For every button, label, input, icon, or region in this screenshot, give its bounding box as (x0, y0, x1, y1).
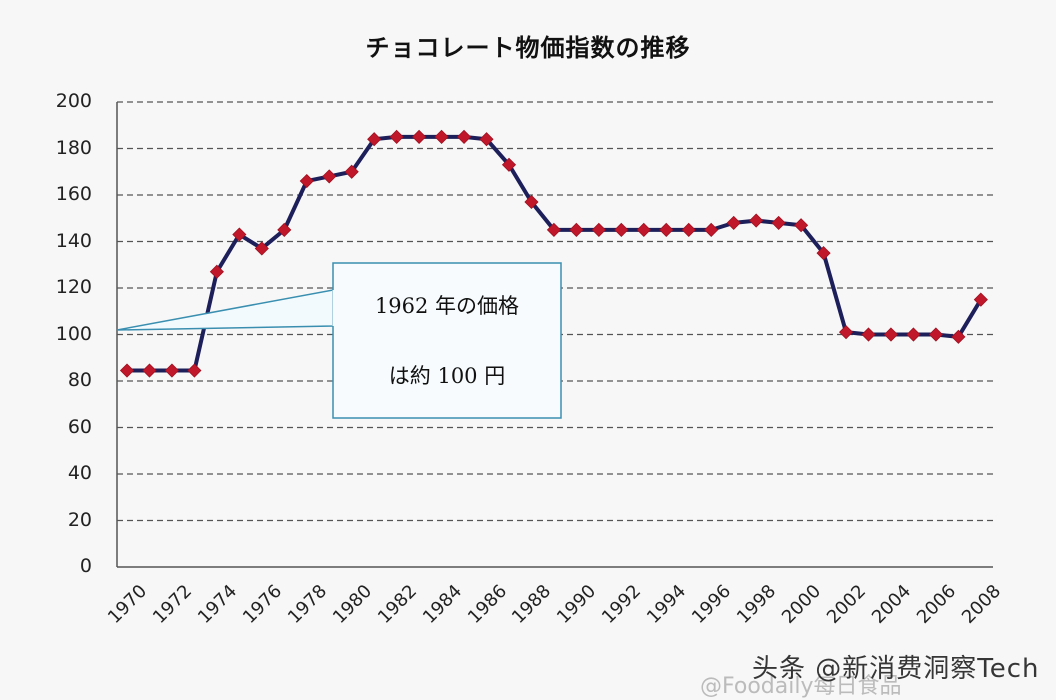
data-point-marker (254, 241, 269, 256)
y-tick-label: 140 (55, 229, 92, 252)
data-point-marker (277, 222, 292, 237)
data-point-marker (119, 363, 135, 378)
data-point-marker (838, 325, 854, 340)
y-tick-label: 80 (67, 369, 92, 391)
y-tick-label: 60 (67, 415, 92, 438)
data-point-marker (659, 222, 674, 237)
y-tick-label: 0 (79, 555, 92, 577)
data-point-marker (591, 222, 606, 237)
series-markers (119, 129, 988, 378)
data-point-marker (367, 132, 382, 147)
callout (116, 262, 562, 419)
data-point-marker (412, 129, 427, 144)
data-point-marker (209, 264, 224, 279)
data-point-marker (883, 327, 899, 342)
data-point-marker (456, 129, 472, 144)
data-point-marker (322, 169, 337, 184)
data-point-marker (434, 129, 449, 144)
data-point-marker (749, 213, 764, 228)
data-point-marker (187, 363, 202, 378)
data-point-marker (771, 215, 786, 230)
data-point-marker (389, 129, 404, 144)
data-point-marker (164, 363, 180, 378)
data-point-marker (636, 222, 651, 237)
data-point-marker (816, 246, 831, 261)
data-point-marker (614, 222, 629, 237)
callout-pointer (116, 289, 334, 331)
chart-title: チョコレート物価指数の推移 (365, 34, 691, 62)
data-point-marker (726, 215, 741, 230)
data-point-marker (928, 327, 943, 342)
y-tick-label: 120 (55, 276, 92, 298)
y-tick-label: 20 (67, 508, 92, 531)
data-point-marker (951, 329, 966, 344)
y-tick-label: 180 (55, 136, 92, 159)
y-tick-label: 100 (55, 322, 92, 345)
callout-line-1: 1962 年の価格 (374, 294, 520, 318)
watermark-secondary: @Foodaily每日食品 (700, 674, 902, 699)
y-tick-label: 200 (55, 90, 92, 112)
data-point-marker (524, 194, 539, 210)
data-point-marker (569, 222, 584, 237)
data-point-marker (973, 292, 988, 307)
data-point-marker (906, 327, 921, 342)
data-point-marker (704, 222, 719, 237)
callout-line-2: は約 100 円 (388, 364, 506, 388)
data-point-marker (232, 227, 247, 242)
data-point-marker (501, 157, 517, 172)
y-tick-label: 160 (55, 183, 92, 205)
data-point-marker (681, 222, 696, 237)
data-point-marker (794, 218, 809, 233)
data-point-marker (344, 164, 359, 179)
y-tick-label: 40 (67, 462, 92, 484)
data-point-marker (479, 132, 494, 147)
data-point-marker (546, 222, 561, 237)
callout-box (332, 262, 562, 419)
data-point-marker (142, 363, 157, 378)
watermark-main: 头条 @新消费洞察Tech (752, 654, 1040, 684)
data-point-marker (861, 327, 876, 342)
data-point-marker (299, 173, 314, 189)
